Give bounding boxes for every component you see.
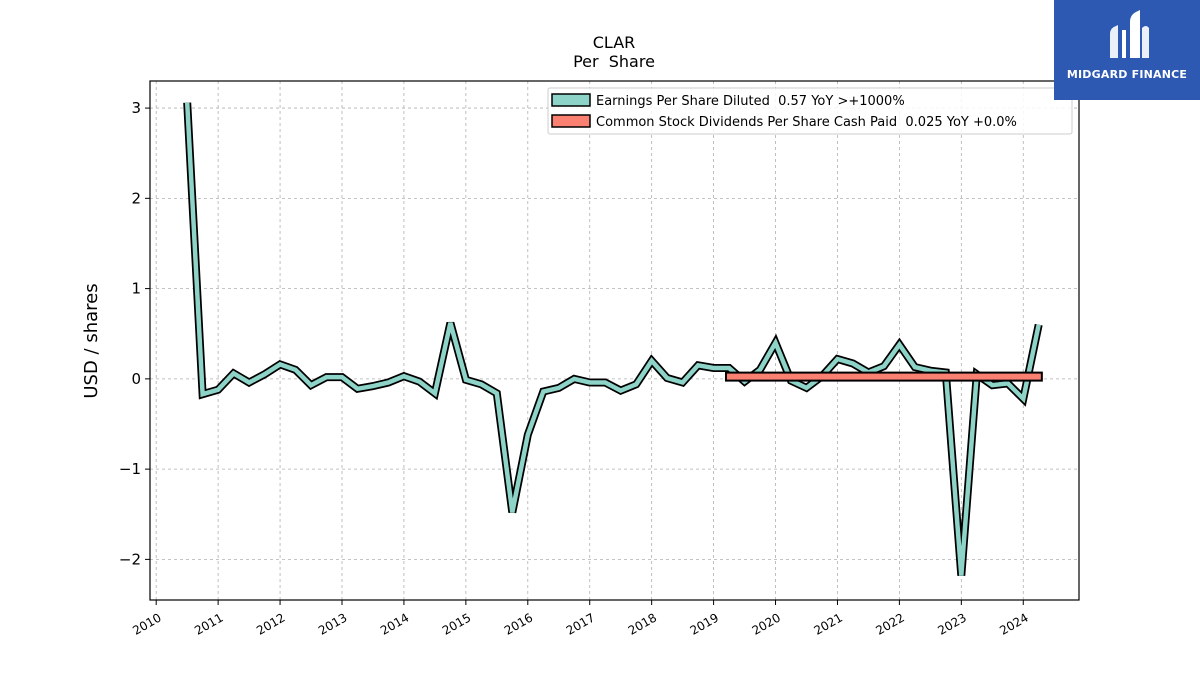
x-tick-label: 2013 [316,610,349,637]
chart-subtitle: Per Share [573,52,655,71]
x-tick-label: 2018 [626,610,659,637]
legend: Earnings Per Share Diluted 0.57 YoY >+10… [547,87,1073,135]
y-tick-label: 1 [131,280,141,298]
series-line-eps [184,102,1041,576]
x-tick-label: 2014 [378,610,411,637]
logo-text: MIDGARD FINANCE [1066,68,1188,81]
x-tick-label: 2015 [440,610,473,637]
legend-label-eps: Earnings Per Share Diluted 0.57 YoY >+10… [596,94,905,109]
x-tick-label: 2021 [812,610,845,637]
series-outline-eps [183,102,1043,576]
x-tick-label: 2011 [192,610,225,637]
plot-area [183,102,1043,576]
plot-frame [149,80,1080,601]
legend-swatch-dividends [551,114,591,128]
midgard-finance-logo: MIDGARD FINANCE [1054,0,1200,100]
x-tick-label: 2012 [254,610,287,637]
x-tick-label: 2010 [130,610,163,637]
y-axis-label: USD / shares [81,283,102,398]
x-tick-label: 2024 [997,610,1030,637]
chart-title: CLAR [593,33,636,52]
x-tick-label: 2020 [750,610,783,637]
x-tick-label: 2022 [873,610,906,637]
x-tick-label: 2016 [502,610,535,637]
y-tick-label: 0 [131,370,141,388]
legend-label-dividends: Common Stock Dividends Per Share Cash Pa… [596,115,1017,130]
x-tick-label: 2019 [688,610,721,637]
y-tick-label: −1 [119,460,141,478]
y-tick-label: −2 [119,550,141,568]
x-tick-label: 2023 [935,610,968,637]
logo-mark-icon [1110,10,1149,58]
series-line-dividends [724,371,1043,382]
x-tick-label: 2017 [564,610,597,637]
legend-swatch-eps [551,93,591,107]
y-tick-label: 3 [131,99,141,117]
legend-box [547,87,1073,135]
axis-ticks: 3 2 1 0 −1 −2 2010 2011 2012 2013 2014 2015 2016 2017… [119,99,1031,638]
y-tick-label: 2 [131,189,141,207]
grid [150,81,1079,600]
